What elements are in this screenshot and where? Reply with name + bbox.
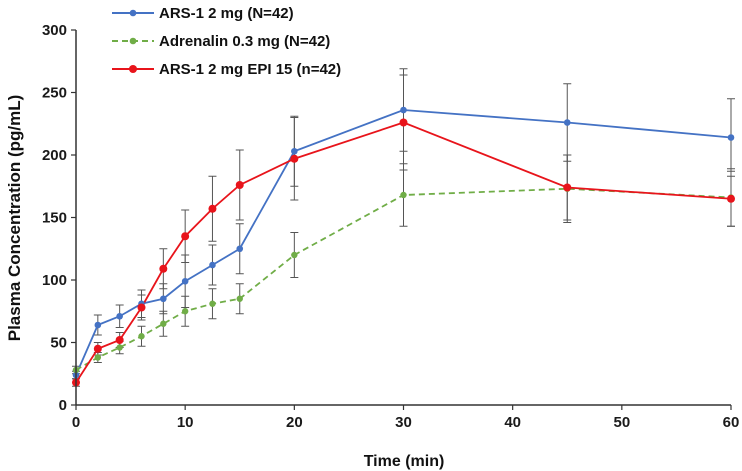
legend-swatch-marker [129,9,137,17]
x-axis-title: Time (min) [364,453,445,470]
y-axis-title: Plasma Concentration (pg/mL) [5,95,24,342]
data-point [400,191,407,199]
data-point [94,321,102,329]
series-markers [72,106,735,387]
data-point [290,154,299,163]
y-tick-label: 300 [42,22,67,39]
x-tick-label: 60 [723,414,740,431]
data-point [563,183,572,192]
data-point [236,245,244,253]
data-point [160,295,167,303]
legend-label: ARS-1 2 mg (N=42) [159,5,294,22]
x-tick-label: 50 [613,414,630,431]
error-bars [72,68,735,387]
y-tick-label: 0 [59,397,67,414]
data-point [209,300,216,307]
data-point [137,303,146,312]
data-point [236,295,243,302]
y-tick-label: 100 [42,272,67,289]
data-point [93,344,102,353]
legend-label: ARS-1 2 mg EPI 15 (n=42) [159,61,341,78]
data-point [291,147,298,155]
data-point [181,232,190,241]
data-point [400,106,407,114]
data-point [563,119,571,126]
y-tick-label: 150 [42,210,67,227]
legend-swatch-marker [129,37,137,45]
data-point [159,264,168,273]
data-point [727,134,735,141]
data-point [399,118,408,127]
data-point [181,308,189,315]
legend: ARS-1 2 mg (N=42) Adrenalin 0.3 mg (N=42)… [112,5,341,78]
y-tick-label: 50 [50,335,67,352]
data-point [181,277,189,285]
data-point [138,333,145,340]
data-point [116,312,123,320]
series-line-2 [75,187,732,371]
legend-swatch-marker [129,65,137,73]
data-point [94,354,102,361]
x-tick-label: 30 [395,414,412,431]
data-point [727,194,735,203]
data-point [160,320,167,327]
legend-label: Adrenalin 0.3 mg (N=42) [159,33,330,50]
data-point [116,344,123,351]
data-point [209,261,216,269]
x-tick-label: 20 [286,414,303,431]
x-tick-label: 10 [177,414,194,431]
x-tick-label: 40 [504,414,521,431]
y-tick-label: 200 [42,147,67,164]
y-tick-label: 250 [42,85,67,102]
data-point [235,181,244,189]
data-point [208,204,217,213]
y-axis-ticks: 0 50 100 150 200 250 300 [42,22,76,414]
data-point [291,251,298,259]
series-line-1 [75,109,732,376]
x-tick-label: 0 [72,414,80,431]
data-point [115,336,124,344]
x-axis-ticks: 0 10 20 30 40 50 60 [72,405,740,431]
